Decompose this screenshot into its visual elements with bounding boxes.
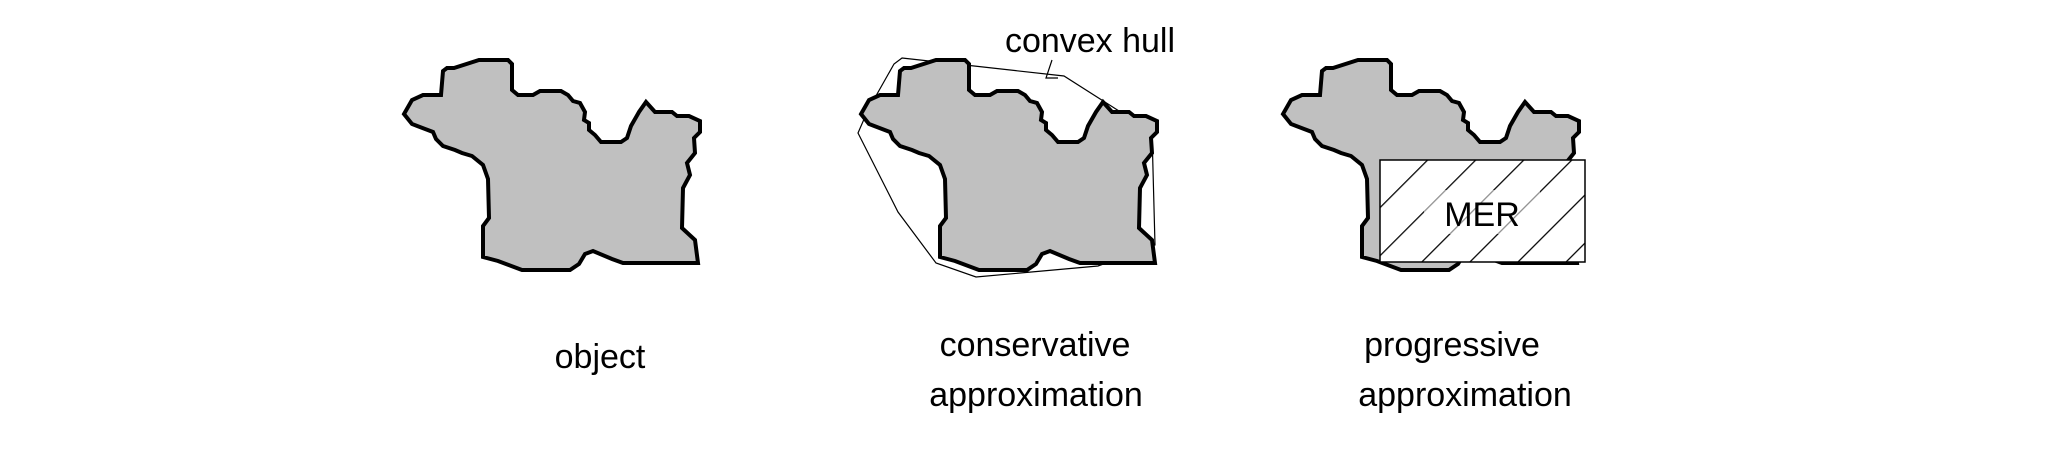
mer-label: MER — [1444, 196, 1520, 234]
convex-hull-pointer — [1045, 59, 1058, 79]
panel-object: object — [402, 58, 702, 376]
caption-conservative-line1: conservative — [940, 326, 1131, 364]
caption-object: object — [555, 338, 646, 376]
caption-progressive-line2: approximation — [1358, 376, 1572, 414]
convex-hull-label: convex hull — [1005, 22, 1175, 60]
caption-conservative-line2: approximation — [929, 376, 1143, 414]
caption-progressive-line1: progressive — [1364, 326, 1540, 364]
panel-progressive: MER progressive approximation — [1281, 58, 1586, 414]
conservative-object-shape — [859, 58, 1159, 272]
mer-label-backdrop — [1424, 190, 1540, 234]
object-shape — [402, 58, 702, 272]
panel-conservative: convex hull conservative approximation — [857, 22, 1175, 414]
